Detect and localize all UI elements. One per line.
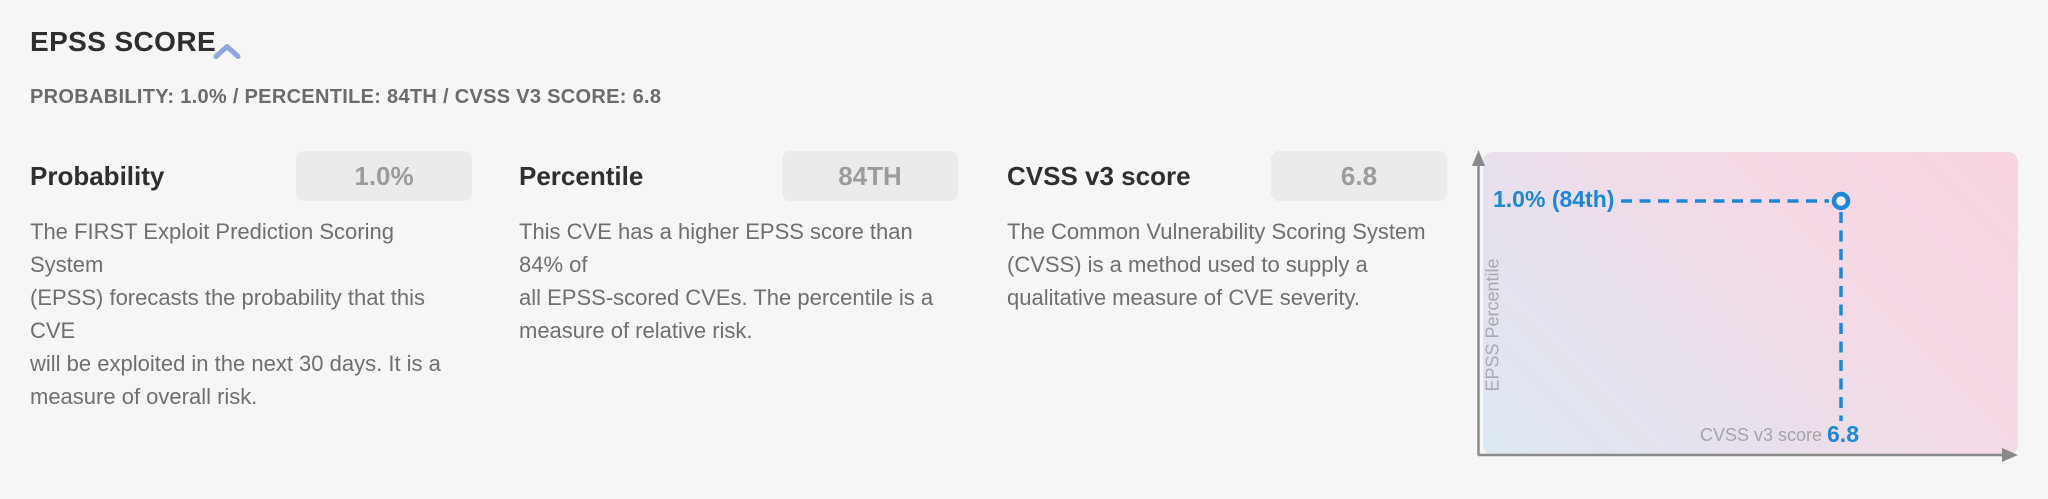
cvss-description: The Common Vulnerability Scoring System(…: [1007, 219, 1426, 310]
chevron-up-icon: [213, 43, 241, 64]
point-label: 1.0% (84th): [1493, 186, 1615, 212]
percentile-label: Percentile: [519, 160, 644, 191]
probability-value-badge: 1.0%: [296, 151, 472, 201]
x-value-label: 6.8: [1827, 421, 1859, 447]
score-summary-line: PROBABILITY: 1.0% / PERCENTILE: 84TH / C…: [30, 86, 662, 108]
y-axis-title: EPSS Percentile: [1482, 258, 1503, 392]
percentile-description: This CVE has a higher EPSS score than 84…: [519, 219, 934, 343]
page-title: EPSS SCORE: [30, 26, 217, 57]
probability-label: Probability: [30, 160, 165, 191]
x-axis-title: CVSS v3 score: [1700, 425, 1823, 445]
probability-description: The FIRST Exploit Prediction Scoring Sys…: [30, 219, 441, 409]
epss-cvss-chart: 1.0% (84th) 6.8 CVSS v3 score EPSS Perce…: [1469, 150, 2026, 462]
percentile-column: Percentile 84TH This CVE has a higher EP…: [519, 150, 958, 347]
cvss-value-badge: 6.8: [1271, 151, 1447, 201]
cvss-column: CVSS v3 score 6.8 The Common Vulnerabili…: [1007, 150, 1447, 314]
x-axis-arrow-icon: [2002, 448, 2018, 462]
probability-column: Probability 1.0% The FIRST Exploit Predi…: [30, 150, 472, 413]
cvss-label: CVSS v3 score: [1007, 160, 1191, 191]
collapse-section-button[interactable]: [210, 40, 244, 66]
data-point-marker: [1831, 191, 1851, 211]
percentile-value-badge: 84TH: [782, 151, 958, 201]
y-axis-arrow-icon: [1472, 150, 1485, 166]
